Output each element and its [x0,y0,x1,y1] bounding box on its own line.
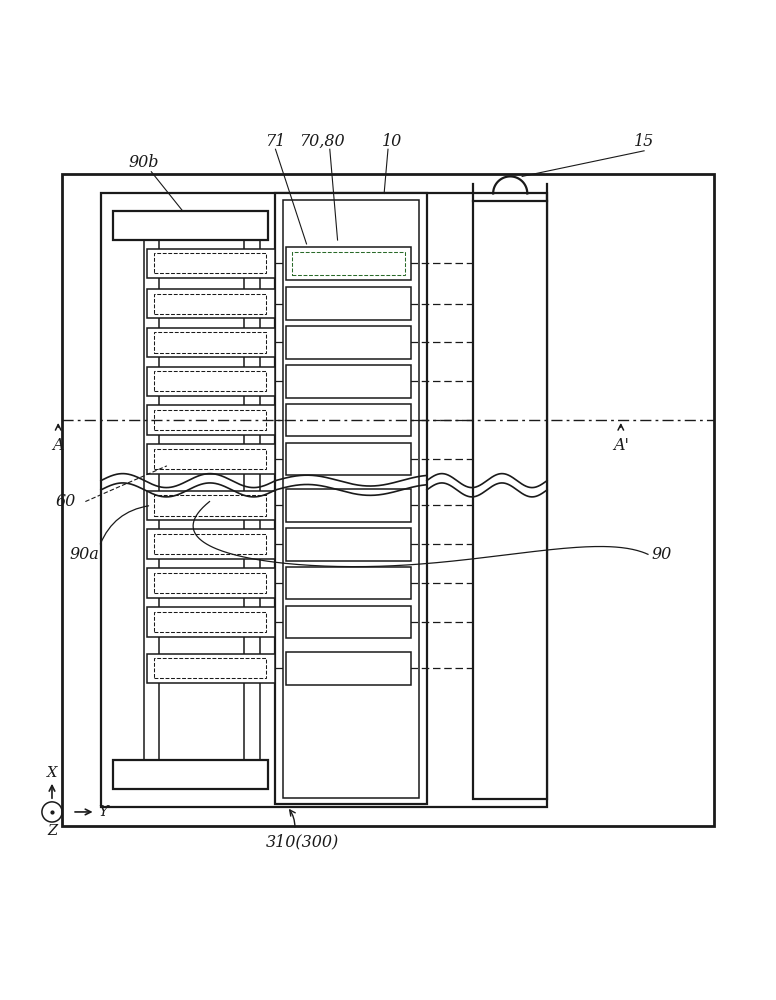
Text: A': A' [613,437,629,454]
Bar [154,371,266,391]
Bar [154,612,266,632]
Text: Z: Z [47,824,57,838]
Bar [154,332,266,353]
Bar [286,567,411,599]
Bar [154,449,266,469]
Bar [286,247,411,280]
Bar [473,201,547,799]
Bar [286,287,411,320]
Bar [286,404,411,436]
Bar [147,568,275,598]
Text: 60: 60 [56,493,76,510]
Bar [286,528,411,561]
Bar [286,326,411,359]
Bar [147,367,275,396]
Bar [147,328,275,357]
Bar [286,606,411,638]
Bar [154,253,266,273]
Text: 90a: 90a [70,546,99,563]
Bar [154,534,266,554]
Bar [147,249,275,278]
Text: X: X [47,766,57,780]
Text: 70,80: 70,80 [300,133,345,150]
Bar [62,174,714,826]
Bar [147,491,275,520]
Bar [147,289,275,318]
Text: 90: 90 [652,546,672,563]
Bar [147,529,275,559]
Bar [283,200,419,798]
Bar [113,211,268,240]
Bar [154,658,266,678]
Bar [147,607,275,637]
Text: 310(300): 310(300) [266,833,339,850]
Bar [154,495,266,516]
Text: A: A [53,437,64,454]
Bar [154,573,266,593]
Bar [154,294,266,314]
Text: Y: Y [99,805,108,819]
Bar [286,489,411,522]
Bar [286,365,411,398]
Text: 15: 15 [634,133,654,150]
Bar [275,193,427,804]
Bar [286,652,411,685]
Bar [113,760,268,789]
Text: 10: 10 [382,133,402,150]
Bar [147,654,275,683]
Bar [292,252,405,275]
Bar [101,193,547,807]
Text: 90b: 90b [128,154,159,171]
Bar [286,443,411,475]
Bar [154,410,266,430]
Bar [147,405,275,435]
Bar [147,444,275,474]
Text: 71: 71 [265,133,286,150]
